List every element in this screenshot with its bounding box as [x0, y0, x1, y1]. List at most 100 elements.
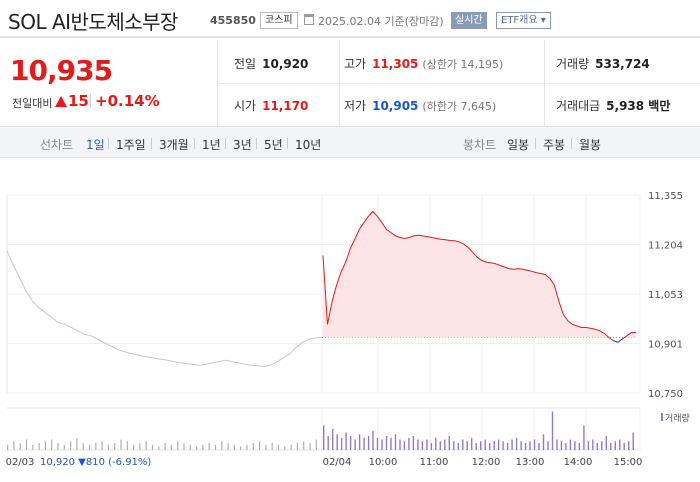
volume-legend-swatch: [661, 413, 663, 421]
divider: [287, 138, 288, 149]
volume-bar-prev: [284, 446, 286, 450]
volume-bar-today: [412, 436, 415, 450]
etf-overview-label: ETF개요: [501, 15, 538, 26]
volume-bar-prev: [196, 446, 198, 450]
period-daily[interactable]: 일봉: [507, 138, 530, 152]
volume-bar-prev: [315, 439, 317, 450]
calendar-icon: [304, 14, 314, 25]
volume-bar-today: [475, 443, 477, 450]
period-3y[interactable]: 3년: [233, 138, 252, 152]
divider: [151, 138, 152, 149]
period-1w[interactable]: 1주일: [116, 138, 146, 152]
volume-bar-today: [587, 441, 590, 451]
period-monthly[interactable]: 월봉: [579, 138, 602, 152]
volume-bar-prev: [25, 439, 28, 450]
quote-label: 저가: [344, 99, 367, 113]
price-chart[interactable]: 11,355 11,204 11,053 10,901 10,750 거래량 02/03 02…: [0, 158, 700, 482]
divider: [571, 138, 572, 149]
period-weekly[interactable]: 주봉: [543, 138, 566, 152]
volume-bar-prev: [133, 444, 135, 451]
y-tick-label: 11,355: [648, 191, 683, 202]
volume-bar-today: [489, 443, 491, 450]
period-1d[interactable]: 1일: [86, 138, 105, 152]
quote-open: 시가 11,170: [234, 97, 308, 114]
y-tick-label: 10,750: [648, 389, 683, 400]
y-tick-label: 11,204: [648, 241, 683, 252]
volume-bar-today: [520, 441, 522, 451]
series-fill-today: [323, 211, 636, 338]
volume-bar-today: [592, 439, 594, 450]
volume-bar-today: [578, 443, 581, 450]
volume-bar-today: [533, 439, 536, 450]
volume-bar-prev: [32, 444, 34, 451]
current-price: 10,935: [10, 54, 113, 87]
period-5y[interactable]: 5년: [264, 138, 283, 152]
quote-value: 533,724: [595, 57, 650, 71]
base-date: 2025.02.04 기준(장마감): [318, 15, 444, 28]
volume-bar-prev: [202, 444, 204, 451]
volume-bar-today: [390, 437, 392, 451]
volume-bar-today: [408, 437, 410, 451]
volume-bar-today: [323, 425, 325, 450]
price-summary: 10,935 전일대비 15 | +0.14%: [0, 40, 218, 126]
series-line-today-down: [613, 340, 619, 343]
quote-label: 거래대금: [556, 99, 601, 113]
x-tick-label: 11:00: [420, 457, 449, 468]
quote-low: 저가 10,905 (하한가 7,645): [344, 97, 496, 114]
fund-title: SOL AI반도체소부장: [8, 10, 178, 34]
volume-bar-today: [493, 441, 495, 451]
prev-day-summary-part: (-6.91%): [105, 457, 151, 468]
etf-overview-button[interactable]: ETF개요 ▾: [496, 12, 551, 29]
volume-bar-prev: [246, 444, 248, 451]
quote-value: 10,920: [262, 57, 309, 71]
volume-bar-today: [403, 441, 406, 451]
volume-bar-today: [336, 434, 338, 451]
volume-bar-prev: [88, 444, 91, 451]
line-chart-label: 선차트: [40, 138, 74, 152]
volume-bar-today: [542, 434, 545, 451]
volume-bar-today: [453, 441, 455, 451]
period-1y[interactable]: 1년: [202, 138, 221, 152]
volume-bar-today: [632, 432, 634, 450]
period-10y[interactable]: 10년: [295, 138, 322, 152]
volume-bar-today: [340, 437, 343, 451]
period-3m[interactable]: 3개월: [159, 138, 189, 152]
volume-bar-today: [610, 443, 612, 450]
volume-bar-today: [480, 441, 482, 451]
volume-bar-today: [583, 425, 585, 450]
volume-bar-today: [399, 439, 401, 450]
quote-volume: 거래량 533,724: [556, 55, 650, 72]
divider: [108, 138, 109, 149]
divider: [256, 138, 257, 149]
volume-bar-today: [430, 443, 433, 450]
volume-bar-prev: [107, 444, 109, 451]
volume-bar-prev: [76, 437, 78, 451]
volume-bar-prev: [57, 443, 59, 450]
x-tick-label: 02/03: [6, 457, 35, 468]
change-value: 15: [68, 92, 89, 110]
volume-bar-prev: [189, 444, 191, 451]
up-triangle-icon: [55, 96, 67, 107]
volume-bar-prev: [233, 444, 235, 451]
volume-legend-label: 거래량: [665, 412, 690, 424]
volume-bar-prev: [158, 446, 160, 450]
volume-bar-prev: [44, 441, 46, 451]
volume-bar-today: [417, 439, 419, 450]
quote-amount: 거래대금 5,938 백만: [556, 97, 670, 114]
change-divider: |: [88, 93, 93, 109]
market-badge: 코스피: [260, 12, 298, 29]
volume-bar-today: [556, 439, 558, 450]
volume-bar-today: [327, 436, 329, 450]
volume-bar-today: [457, 443, 459, 450]
volume-bar-prev: [51, 439, 53, 450]
realtime-button[interactable]: 실시간: [451, 12, 487, 29]
volume-bar-today: [569, 439, 572, 450]
series-line-prev-day: [6, 250, 323, 368]
volume-bar-today: [376, 437, 379, 451]
x-tick-label: 10:00: [369, 457, 398, 468]
volume-bar-prev: [151, 444, 154, 451]
y-tick-label: 11,053: [648, 290, 683, 301]
volume-bar-prev: [303, 441, 305, 451]
volume-bar-prev: [252, 443, 254, 450]
volume-bar-today: [394, 434, 397, 451]
